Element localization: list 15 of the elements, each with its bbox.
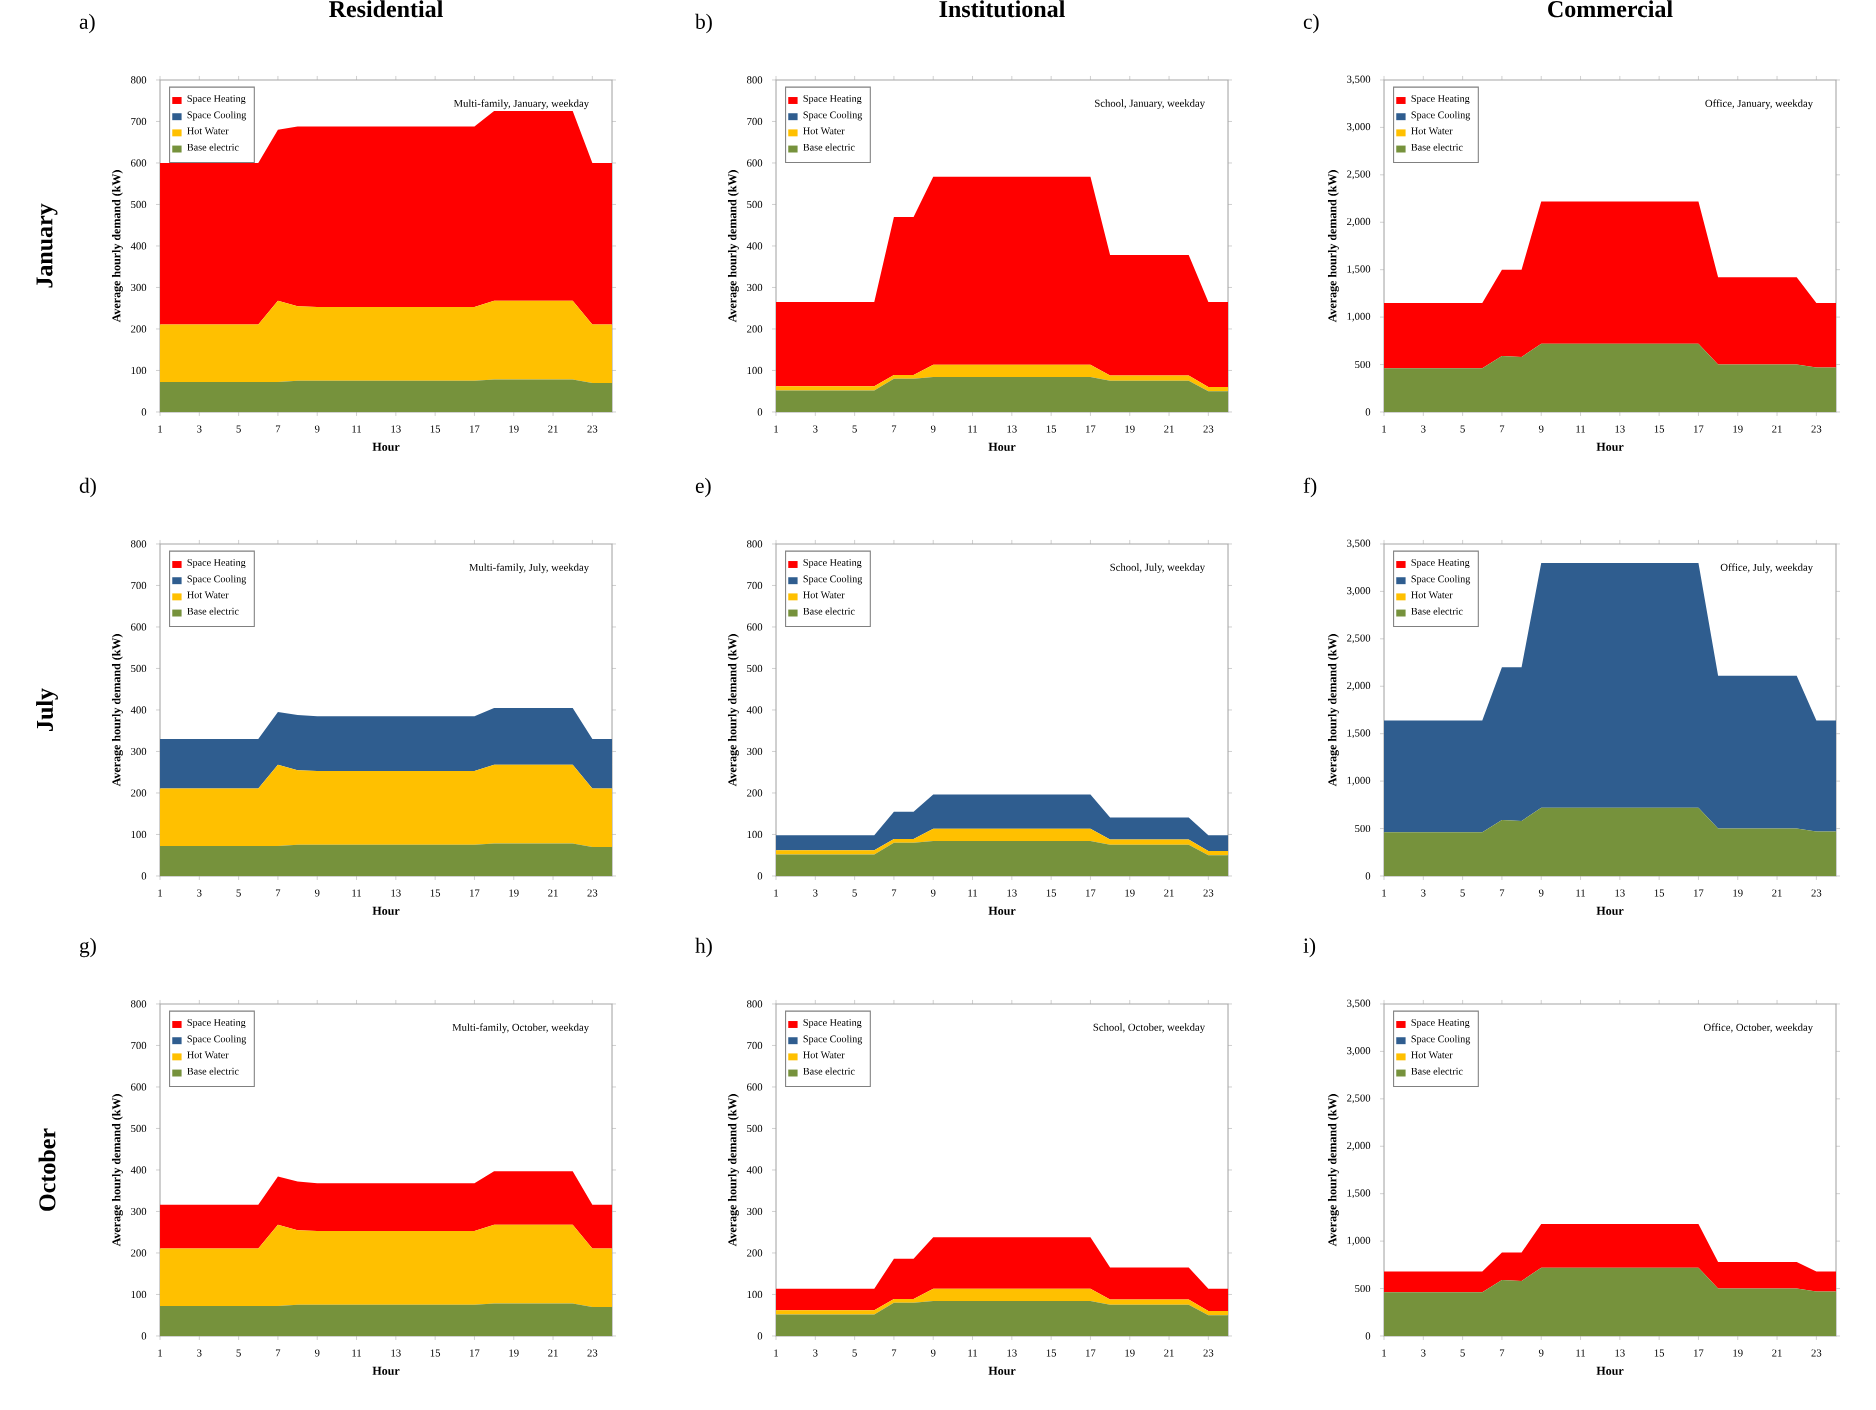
text: i)	[1303, 937, 1316, 958]
text: October	[38, 1128, 56, 1211]
text: c)	[1303, 13, 1319, 34]
text: f)	[1303, 477, 1317, 498]
text: d)	[79, 477, 96, 498]
text: a)	[79, 13, 95, 34]
text: January	[36, 203, 58, 288]
chart-title: Commercial	[1548, 0, 1673, 18]
text: g)	[79, 937, 96, 958]
text: h)	[695, 937, 712, 958]
chart-title: Residential	[329, 0, 443, 18]
text: July	[36, 688, 58, 731]
text: e)	[695, 477, 711, 498]
chart-title: Institutional	[939, 0, 1065, 18]
text: b)	[695, 13, 712, 34]
